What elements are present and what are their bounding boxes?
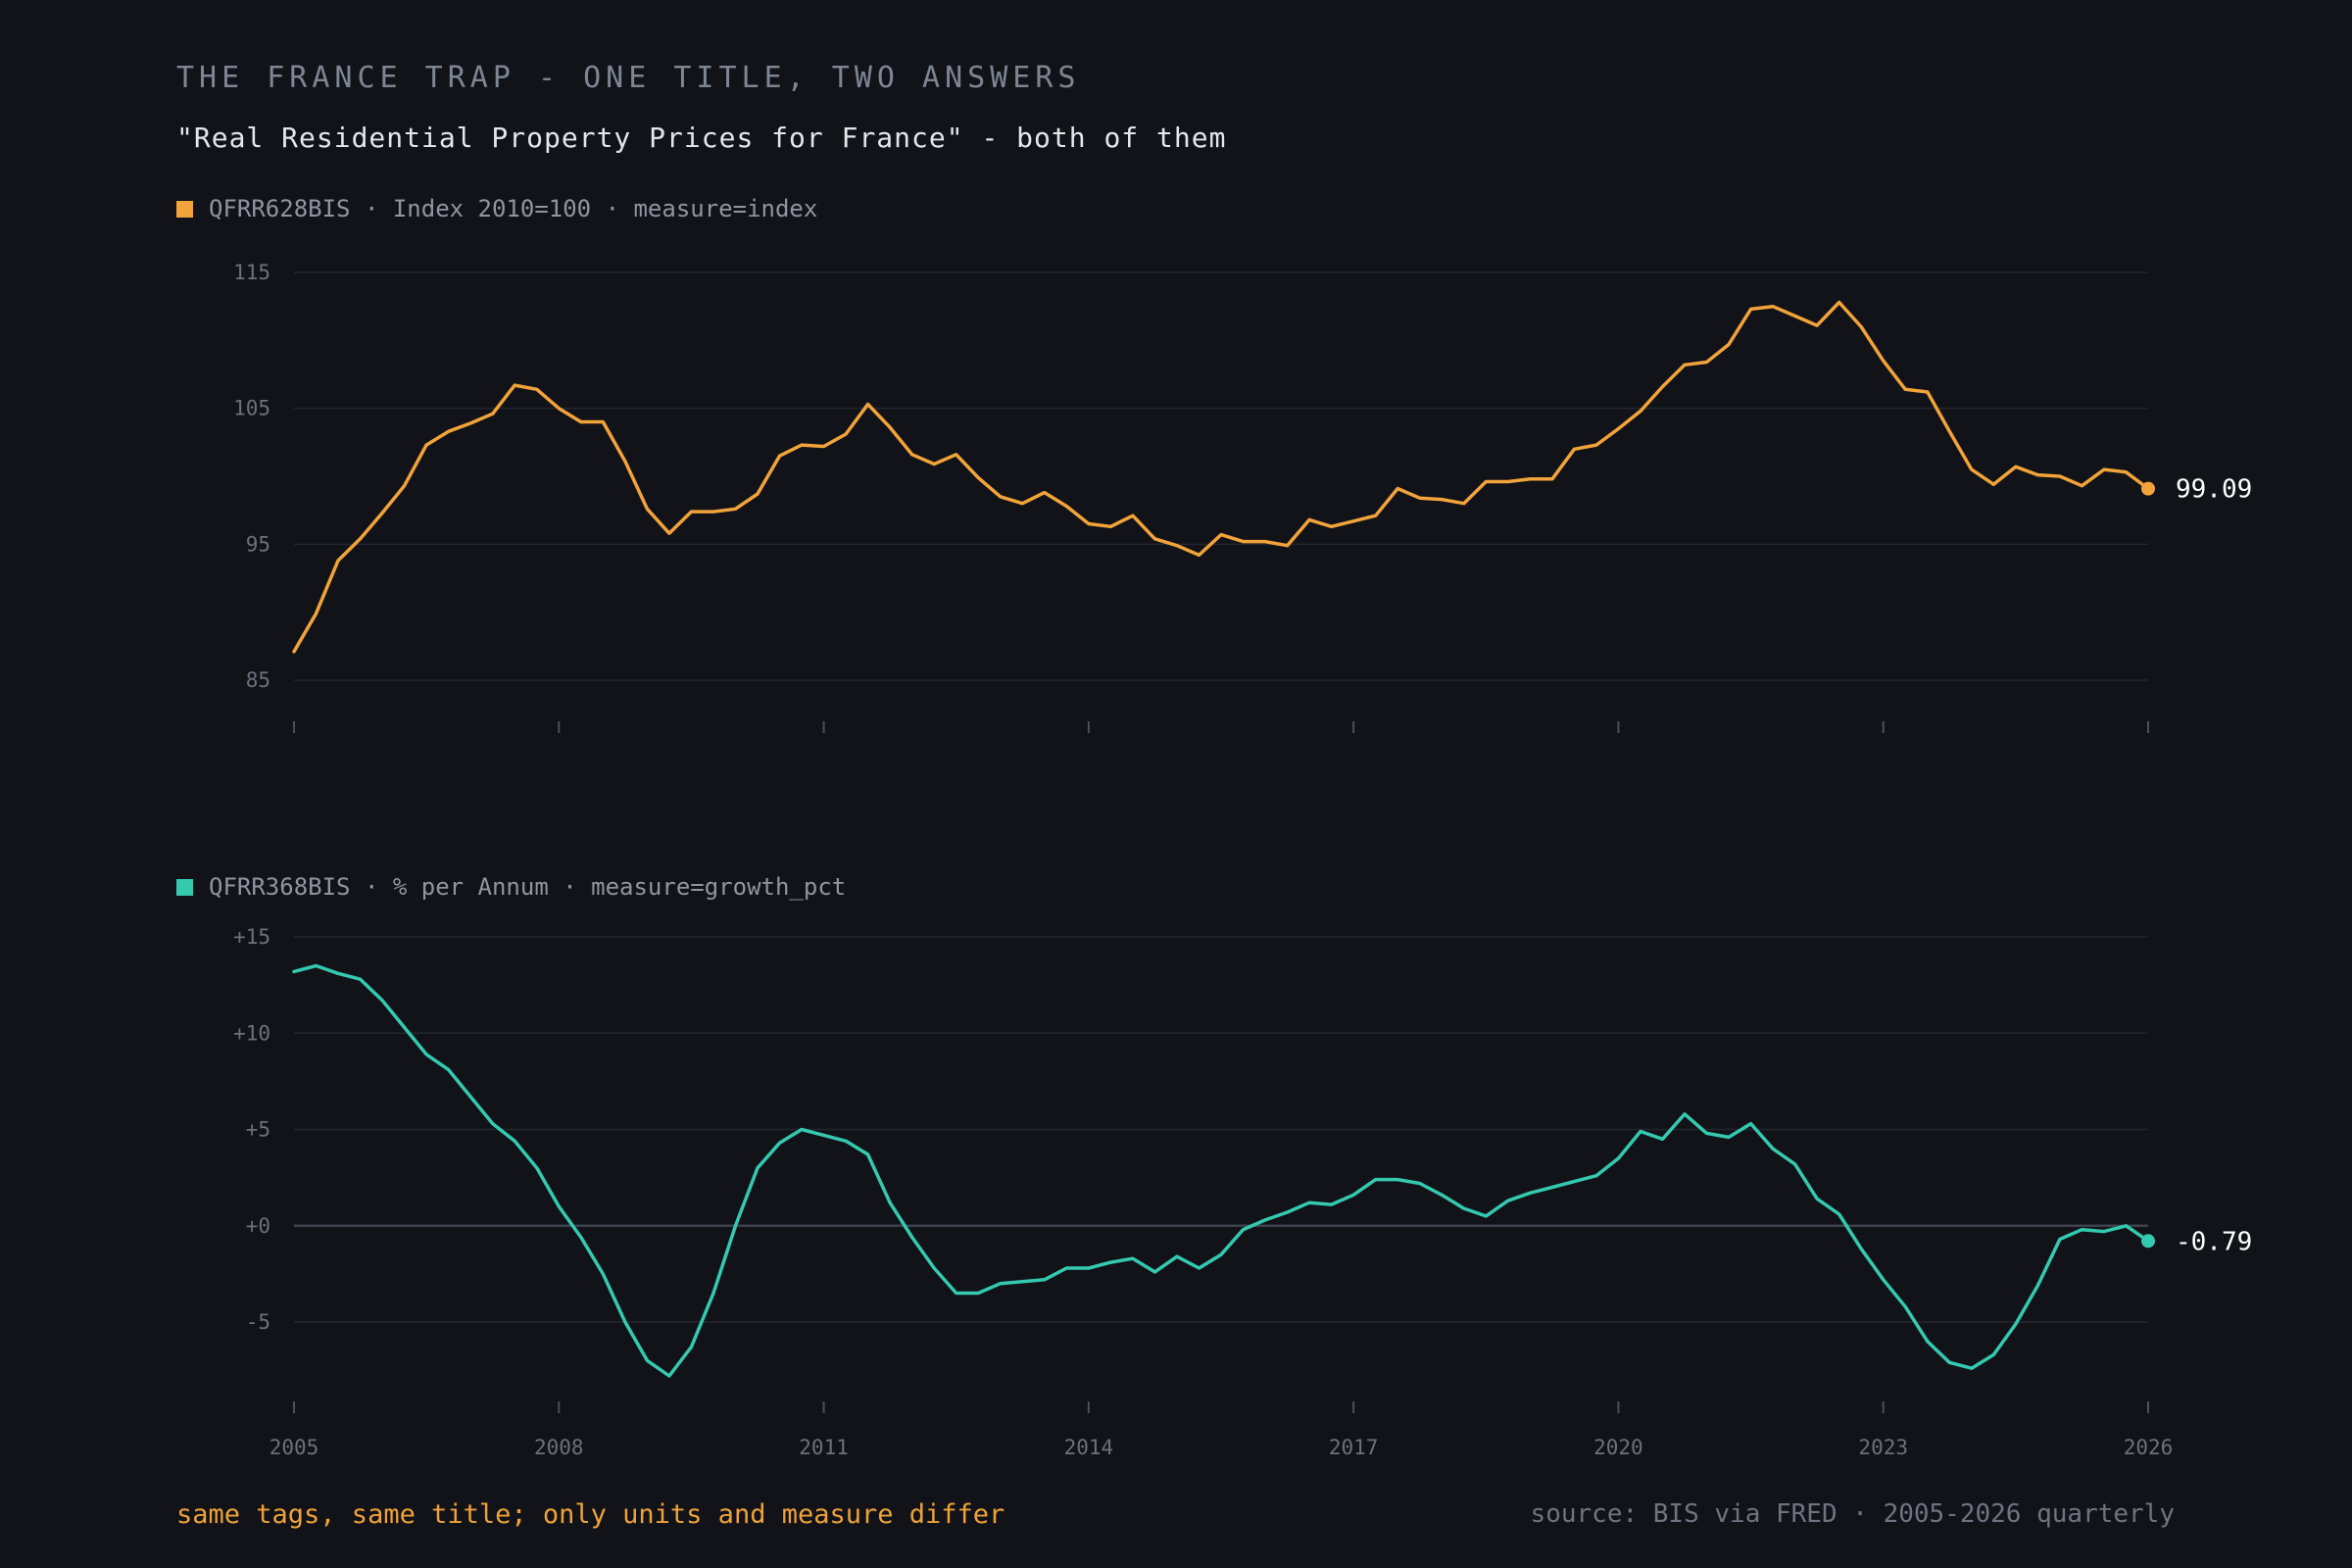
y-tick-label: +0	[246, 1214, 270, 1238]
x-tick-label: 2011	[799, 1436, 849, 1459]
y-tick-label: 85	[246, 668, 270, 692]
source-note: source: BIS via FRED · 2005-2026 quarter…	[1530, 1499, 2175, 1529]
legend-swatch-orange	[176, 200, 193, 218]
index-chart-panel: 115 105 95 85 99.09	[233, 261, 2252, 733]
y-tick-label: +10	[233, 1021, 270, 1045]
series-line	[292, 300, 2150, 654]
legend-label: QFRR628BIS · Index 2010=100 · measure=in…	[209, 195, 818, 222]
chart-title: THE FRANCE TRAP - ONE TITLE, TWO ANSWERS	[176, 61, 1081, 95]
y-tick-label: 105	[233, 397, 270, 420]
y-tick-label: 115	[233, 261, 270, 284]
x-tick-label: 2023	[1858, 1436, 1908, 1459]
y-tick-label: +15	[233, 925, 270, 949]
y-tick-label: 95	[246, 532, 270, 556]
x-tick-label: 2008	[534, 1436, 584, 1459]
end-point	[2141, 1234, 2155, 1249]
end-value-label: -0.79	[2176, 1227, 2252, 1256]
end-point	[2141, 481, 2155, 496]
legend-label: QFRR368BIS · % per Annum · measure=growt…	[209, 873, 847, 901]
series-line	[292, 963, 2150, 1378]
x-tick-label: 2005	[270, 1436, 319, 1459]
footnote: same tags, same title; only units and me…	[176, 1499, 1005, 1530]
end-value-label: 99.09	[2176, 475, 2252, 505]
x-tick-label: 2017	[1329, 1436, 1379, 1459]
growth-chart-panel: +15 +10 +5 +0 -5 2005 2008 2011 2014 2017 2020 2023…	[233, 925, 2252, 1459]
legend-swatch-teal	[176, 878, 193, 896]
y-tick-label: +5	[246, 1118, 270, 1142]
y-tick-label: -5	[246, 1310, 270, 1334]
chart-subtitle: "Real Residential Property Prices for Fr…	[176, 122, 1227, 154]
legend-index-series: QFRR628BIS · Index 2010=100 · measure=in…	[176, 195, 817, 222]
legend-growth-series: QFRR368BIS · % per Annum · measure=growt…	[176, 873, 846, 901]
x-tick-label: 2014	[1064, 1436, 1114, 1459]
x-tick-label: 2026	[2124, 1436, 2174, 1459]
x-tick-label: 2020	[1593, 1436, 1643, 1459]
